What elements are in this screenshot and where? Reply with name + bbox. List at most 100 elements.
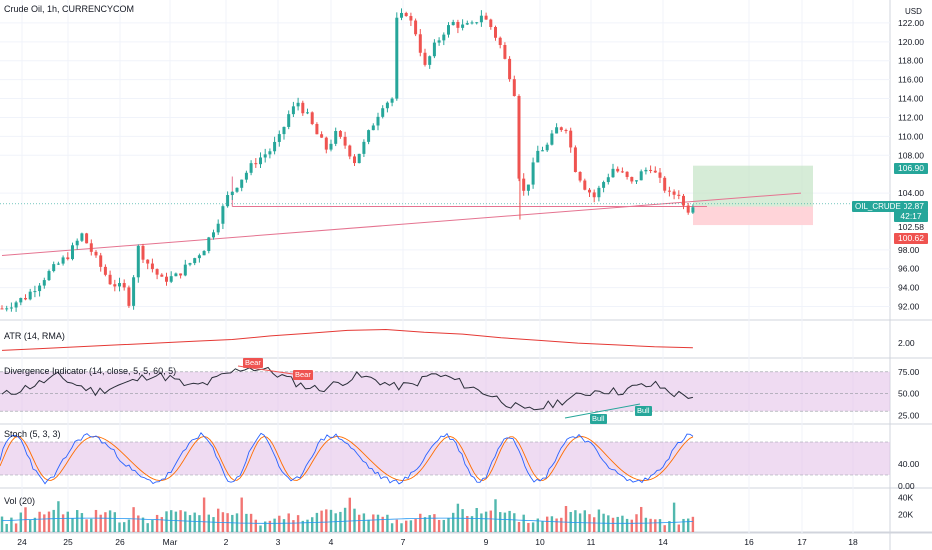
candle[interactable]	[494, 27, 497, 38]
candle[interactable]	[174, 273, 178, 277]
volume-bar[interactable]	[287, 513, 290, 532]
candle[interactable]	[160, 274, 164, 277]
volume-bar[interactable]	[508, 510, 511, 532]
candle[interactable]	[564, 130, 568, 132]
volume-bar[interactable]	[212, 517, 215, 532]
candle[interactable]	[428, 56, 432, 65]
candle[interactable]	[447, 25, 450, 35]
candle[interactable]	[390, 98, 394, 103]
candle[interactable]	[357, 153, 361, 164]
candle[interactable]	[385, 102, 389, 109]
atr-line[interactable]	[1, 328, 693, 351]
candle[interactable]	[498, 37, 502, 46]
volume-bar[interactable]	[33, 517, 37, 532]
candle[interactable]	[569, 130, 573, 148]
volume-bar[interactable]	[240, 497, 243, 532]
volume-bar[interactable]	[264, 521, 267, 532]
atr-label[interactable]: ATR (14, RMA)	[4, 331, 65, 341]
candle[interactable]	[583, 180, 587, 190]
volume-bar[interactable]	[555, 518, 558, 532]
volume-bar[interactable]	[85, 519, 88, 532]
candle[interactable]	[216, 223, 220, 233]
volume-bar[interactable]	[193, 512, 196, 532]
volume-bar[interactable]	[372, 514, 375, 532]
candle[interactable]	[414, 20, 418, 35]
divergence-label[interactable]: Divergence Indicator (14, close, 5, 5, 6…	[4, 366, 177, 376]
divergence-line[interactable]	[1, 366, 694, 411]
candle[interactable]	[249, 163, 253, 173]
volume-bar[interactable]	[466, 516, 469, 532]
volume-bar[interactable]	[137, 515, 140, 532]
candle[interactable]	[611, 168, 615, 178]
candle[interactable]	[33, 291, 37, 293]
candle[interactable]	[315, 123, 319, 135]
candle[interactable]	[630, 176, 634, 182]
volume-bar[interactable]	[362, 513, 366, 532]
candle[interactable]	[338, 131, 342, 137]
volume-bar[interactable]	[691, 516, 695, 532]
volume-bar[interactable]	[221, 512, 225, 532]
candle[interactable]	[644, 169, 648, 172]
candle[interactable]	[310, 112, 314, 124]
candle[interactable]	[273, 141, 277, 152]
volume-bar[interactable]	[207, 514, 210, 532]
candle[interactable]	[343, 136, 347, 146]
symbol-title[interactable]: Crude Oil, 1h, CURRENCYCOM	[4, 4, 135, 14]
candle[interactable]	[66, 257, 70, 260]
candle[interactable]	[179, 273, 183, 276]
candle[interactable]	[150, 263, 154, 270]
volume-bar[interactable]	[395, 519, 398, 532]
candle[interactable]	[381, 108, 385, 117]
volume-bar[interactable]	[630, 519, 633, 532]
candle[interactable]	[244, 172, 248, 180]
candle[interactable]	[165, 276, 168, 282]
volume-bar[interactable]	[517, 522, 521, 532]
candle[interactable]	[108, 274, 112, 285]
candle[interactable]	[400, 12, 403, 18]
candle[interactable]	[42, 280, 46, 286]
volume-bar[interactable]	[376, 514, 380, 532]
volume-bar[interactable]	[358, 514, 361, 532]
candle[interactable]	[470, 22, 474, 24]
volume-bar[interactable]	[123, 522, 126, 532]
candle[interactable]	[686, 205, 690, 213]
candle[interactable]	[635, 180, 638, 182]
candle[interactable]	[259, 157, 262, 165]
candle[interactable]	[146, 259, 150, 264]
volume-bar[interactable]	[254, 519, 257, 532]
volume-bar[interactable]	[57, 501, 60, 532]
volume-bar[interactable]	[644, 517, 648, 532]
volume-bar[interactable]	[611, 517, 615, 532]
candle[interactable]	[183, 264, 187, 276]
candle[interactable]	[578, 172, 582, 181]
volume-bar[interactable]	[94, 509, 98, 532]
candle[interactable]	[489, 19, 493, 28]
candle[interactable]	[80, 233, 84, 241]
volume-bar[interactable]	[10, 517, 13, 532]
volume-bar[interactable]	[141, 517, 145, 532]
volume-bar[interactable]	[329, 509, 333, 532]
volume-bar[interactable]	[160, 517, 163, 532]
volume-bar[interactable]	[353, 508, 356, 532]
volume-bar[interactable]	[409, 520, 413, 532]
volume-bar[interactable]	[677, 524, 680, 532]
volume-bar[interactable]	[202, 497, 206, 532]
candle[interactable]	[522, 178, 526, 191]
volume-label[interactable]: Vol (20)	[4, 496, 36, 506]
candle[interactable]	[132, 277, 136, 306]
volume-bar[interactable]	[259, 525, 262, 532]
candle[interactable]	[531, 162, 535, 185]
volume-bar[interactable]	[546, 516, 549, 532]
candle[interactable]	[461, 24, 465, 28]
stoch-k-line[interactable]	[0, 432, 694, 485]
volume-bar[interactable]	[61, 514, 65, 532]
volume-bar[interactable]	[381, 516, 384, 532]
candle[interactable]	[47, 271, 51, 281]
volume-bar[interactable]	[437, 519, 441, 532]
volume-bar[interactable]	[442, 519, 445, 532]
rising-trendline[interactable]	[1, 192, 802, 256]
volume-bar[interactable]	[165, 511, 168, 532]
candle[interactable]	[127, 287, 131, 306]
volume-bar[interactable]	[531, 522, 535, 532]
